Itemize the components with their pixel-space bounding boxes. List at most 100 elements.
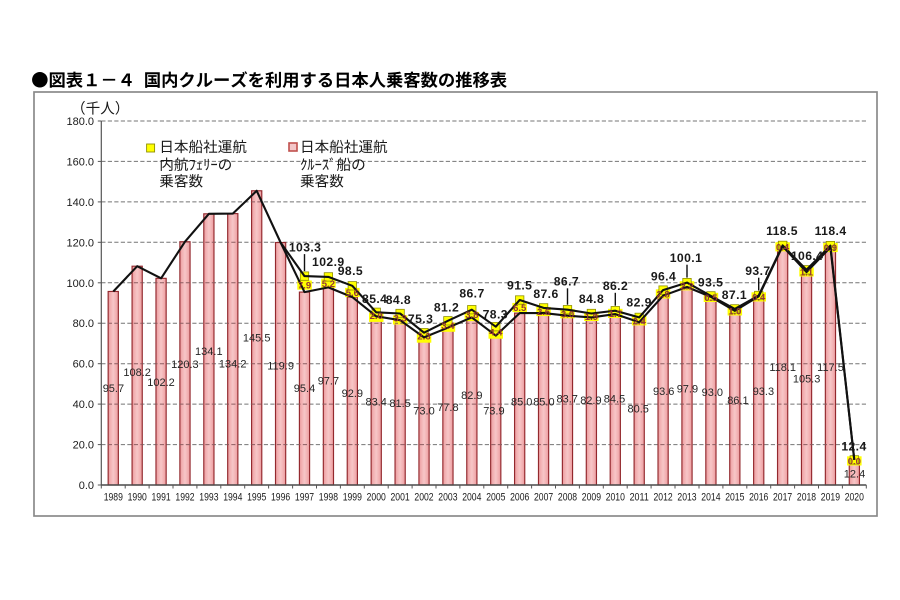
svg-text:93.0: 93.0 — [702, 387, 723, 399]
svg-text:7.9: 7.9 — [298, 281, 311, 292]
svg-text:2014: 2014 — [701, 492, 720, 504]
svg-text:2.6: 2.6 — [537, 307, 550, 318]
svg-text:2.2: 2.2 — [680, 281, 693, 292]
svg-text:2018: 2018 — [797, 492, 816, 504]
svg-text:81.2: 81.2 — [434, 301, 459, 315]
svg-text:0.4: 0.4 — [776, 242, 790, 253]
svg-text:92.9: 92.9 — [342, 388, 363, 400]
svg-text:1993: 1993 — [199, 492, 218, 504]
svg-text:96.4: 96.4 — [651, 269, 676, 283]
svg-text:1991: 1991 — [152, 492, 171, 504]
svg-text:3.3: 3.3 — [393, 314, 406, 325]
svg-text:80.5: 80.5 — [627, 404, 648, 416]
svg-text:103.3: 103.3 — [289, 240, 322, 254]
svg-text:73.0: 73.0 — [413, 406, 434, 418]
svg-text:2001: 2001 — [391, 492, 410, 504]
svg-text:40.0: 40.0 — [73, 399, 94, 411]
svg-text:2011: 2011 — [630, 492, 649, 504]
svg-text:134.2: 134.2 — [219, 359, 247, 371]
svg-text:2007: 2007 — [534, 492, 553, 504]
svg-text:84.8: 84.8 — [579, 292, 604, 306]
svg-text:82.9: 82.9 — [580, 395, 601, 407]
svg-text:118.1: 118.1 — [769, 362, 796, 374]
svg-text:86.2: 86.2 — [603, 279, 628, 293]
svg-text:95.7: 95.7 — [103, 383, 124, 395]
svg-text:12.4: 12.4 — [841, 439, 866, 453]
svg-text:0.0: 0.0 — [848, 457, 861, 468]
svg-text:87.1: 87.1 — [722, 288, 747, 302]
svg-text:81.5: 81.5 — [389, 398, 410, 410]
svg-text:93.3: 93.3 — [753, 386, 774, 398]
svg-text:0.5: 0.5 — [704, 293, 718, 304]
svg-text:1995: 1995 — [247, 492, 266, 504]
svg-text:100.1: 100.1 — [670, 251, 703, 265]
svg-text:12.4: 12.4 — [844, 468, 865, 480]
svg-text:2012: 2012 — [654, 492, 673, 504]
svg-text:2016: 2016 — [749, 492, 768, 504]
svg-text:2006: 2006 — [510, 492, 529, 504]
svg-text:160.0: 160.0 — [66, 156, 94, 168]
svg-text:2013: 2013 — [677, 492, 696, 504]
svg-text:75.3: 75.3 — [408, 312, 433, 326]
svg-text:97.9: 97.9 — [677, 383, 698, 395]
svg-text:73.9: 73.9 — [483, 406, 504, 418]
svg-text:2005: 2005 — [486, 492, 505, 504]
svg-text:3.0: 3.0 — [561, 309, 574, 320]
svg-text:0.4: 0.4 — [752, 293, 766, 304]
svg-text:84.5: 84.5 — [604, 394, 625, 406]
svg-text:100.0: 100.0 — [66, 278, 94, 290]
svg-text:1999: 1999 — [343, 492, 362, 504]
svg-text:2015: 2015 — [725, 492, 744, 504]
svg-text:2.8: 2.8 — [656, 290, 669, 301]
svg-text:1.1: 1.1 — [800, 268, 814, 279]
svg-text:82.9: 82.9 — [626, 296, 651, 310]
svg-text:106.4: 106.4 — [791, 249, 824, 263]
svg-text:118.5: 118.5 — [766, 224, 798, 238]
svg-text:93.7: 93.7 — [745, 264, 770, 278]
svg-text:2.4: 2.4 — [633, 316, 647, 327]
svg-text:98.5: 98.5 — [338, 264, 363, 278]
svg-text:77.8: 77.8 — [437, 402, 458, 414]
svg-text:105.3: 105.3 — [793, 374, 821, 386]
svg-text:118.4: 118.4 — [815, 224, 847, 238]
svg-text:95.4: 95.4 — [294, 383, 315, 395]
svg-text:108.2: 108.2 — [123, 367, 151, 379]
svg-text:91.5: 91.5 — [507, 279, 532, 293]
svg-text:86.7: 86.7 — [554, 275, 579, 289]
svg-text:117.5: 117.5 — [817, 362, 844, 374]
svg-text:85.0: 85.0 — [511, 397, 532, 409]
svg-text:83.7: 83.7 — [556, 394, 577, 406]
svg-text:6.5: 6.5 — [513, 303, 527, 314]
svg-text:2003: 2003 — [438, 492, 457, 504]
svg-text:84.8: 84.8 — [386, 293, 411, 307]
svg-text:83.4: 83.4 — [365, 397, 386, 409]
svg-text:180.0: 180.0 — [66, 116, 94, 128]
svg-text:145.5: 145.5 — [243, 332, 271, 344]
svg-text:2019: 2019 — [821, 492, 840, 504]
svg-text:2017: 2017 — [773, 492, 792, 504]
svg-text:3.8: 3.8 — [465, 310, 478, 321]
svg-text:97.7: 97.7 — [318, 376, 339, 388]
svg-text:102.9: 102.9 — [312, 255, 345, 269]
svg-text:2009: 2009 — [582, 492, 601, 504]
svg-text:85.4: 85.4 — [362, 292, 387, 306]
svg-text:1994: 1994 — [223, 492, 242, 504]
svg-text:93.6: 93.6 — [653, 386, 674, 398]
svg-text:120.3: 120.3 — [171, 359, 199, 371]
svg-text:2000: 2000 — [367, 492, 386, 504]
svg-text:85.0: 85.0 — [533, 397, 554, 409]
svg-text:1998: 1998 — [319, 492, 338, 504]
svg-text:134.1: 134.1 — [195, 346, 223, 358]
svg-text:5.2: 5.2 — [322, 279, 335, 290]
svg-text:4.4: 4.4 — [489, 328, 503, 339]
svg-text:87.6: 87.6 — [533, 287, 558, 301]
svg-text:20.0: 20.0 — [73, 440, 94, 452]
svg-text:2004: 2004 — [462, 492, 481, 504]
svg-text:1996: 1996 — [271, 492, 290, 504]
svg-text:86.7: 86.7 — [459, 287, 484, 301]
svg-text:1.7: 1.7 — [609, 309, 622, 320]
svg-text:2020: 2020 — [845, 492, 864, 504]
svg-text:0.9: 0.9 — [824, 243, 837, 254]
svg-text:1989: 1989 — [104, 492, 123, 504]
svg-text:140.0: 140.0 — [66, 197, 94, 209]
